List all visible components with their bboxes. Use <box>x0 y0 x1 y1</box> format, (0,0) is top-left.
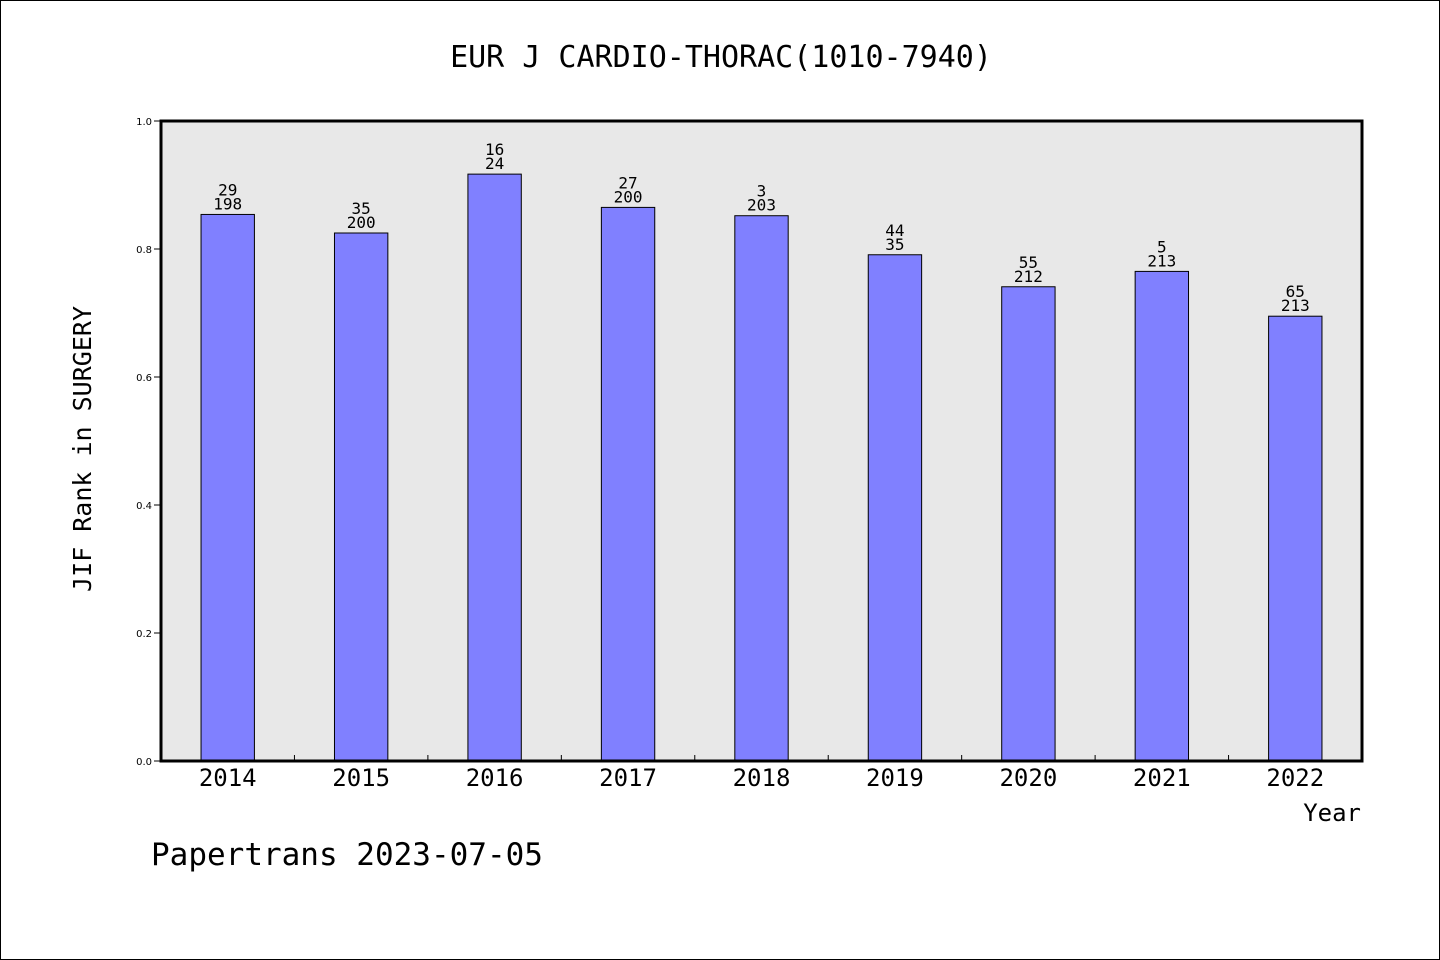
bar-label-top: 16 <box>485 140 504 159</box>
y-axis-label: JIF Rank in SURGERY <box>68 306 97 592</box>
x-axis-ticks: 2014 2015 2016 2017 2018 2019 2020 2021 2022 <box>199 755 1324 792</box>
bar-label-top: 27 <box>618 173 637 192</box>
y-axis-ticks: 0.0 0.2 0.4 0.6 0.8 1.0 <box>136 117 161 768</box>
bar-label-bottom: 24 <box>485 154 504 173</box>
y-tick-label: 0.6 <box>136 373 152 384</box>
bar-label-top: 35 <box>352 199 371 218</box>
bar <box>600 206 656 762</box>
bar <box>734 215 789 762</box>
x-tick-label: 2020 <box>999 764 1057 792</box>
bar <box>1268 315 1323 762</box>
x-axis-label: Year <box>1303 799 1361 827</box>
x-tick-label: 2016 <box>466 764 524 792</box>
bar-label-top: 65 <box>1286 282 1305 301</box>
bar-label-bottom: 212 <box>1014 267 1043 286</box>
bar-label-bottom: 200 <box>614 187 643 206</box>
bar-label-top: 3 <box>757 182 767 201</box>
bar <box>1134 270 1190 762</box>
bar-label-top: 5 <box>1157 237 1167 256</box>
x-tick-label: 2018 <box>733 764 791 792</box>
y-tick-label: 0.4 <box>136 501 152 512</box>
footer-credit: Papertrans 2023-07-05 <box>151 837 543 873</box>
y-tick-label: 0.2 <box>136 629 152 640</box>
x-tick-label: 2022 <box>1266 764 1324 792</box>
bar <box>200 213 255 762</box>
bar <box>467 173 522 762</box>
bar-label-top: 44 <box>885 221 904 240</box>
bar-label-bottom: 213 <box>1147 251 1176 270</box>
bar-series <box>200 173 1323 762</box>
y-tick-label: 0.0 <box>136 757 152 768</box>
chart-title: EUR J CARDIO-THORAC(1010-7940) <box>450 40 992 75</box>
bar-label-top: 55 <box>1019 253 1038 272</box>
bar-label-top: 29 <box>218 180 237 199</box>
bar-label-bottom: 213 <box>1281 296 1310 315</box>
bar <box>333 232 389 762</box>
y-tick-label: 0.8 <box>136 245 152 256</box>
x-tick-label: 2014 <box>199 764 257 792</box>
bar-label-bottom: 35 <box>885 235 904 254</box>
bar-label-bottom: 198 <box>213 194 242 213</box>
x-tick-label: 2019 <box>866 764 924 792</box>
x-tick-label: 2021 <box>1133 764 1191 792</box>
x-tick-label: 2017 <box>599 764 657 792</box>
bar-label-bottom: 203 <box>747 196 776 215</box>
plot-frame <box>159 119 1364 763</box>
bar <box>1001 286 1056 762</box>
y-tick-label: 1.0 <box>136 117 152 128</box>
bar <box>867 254 923 762</box>
bar-label-bottom: 200 <box>347 213 376 232</box>
x-tick-label: 2015 <box>332 764 390 792</box>
